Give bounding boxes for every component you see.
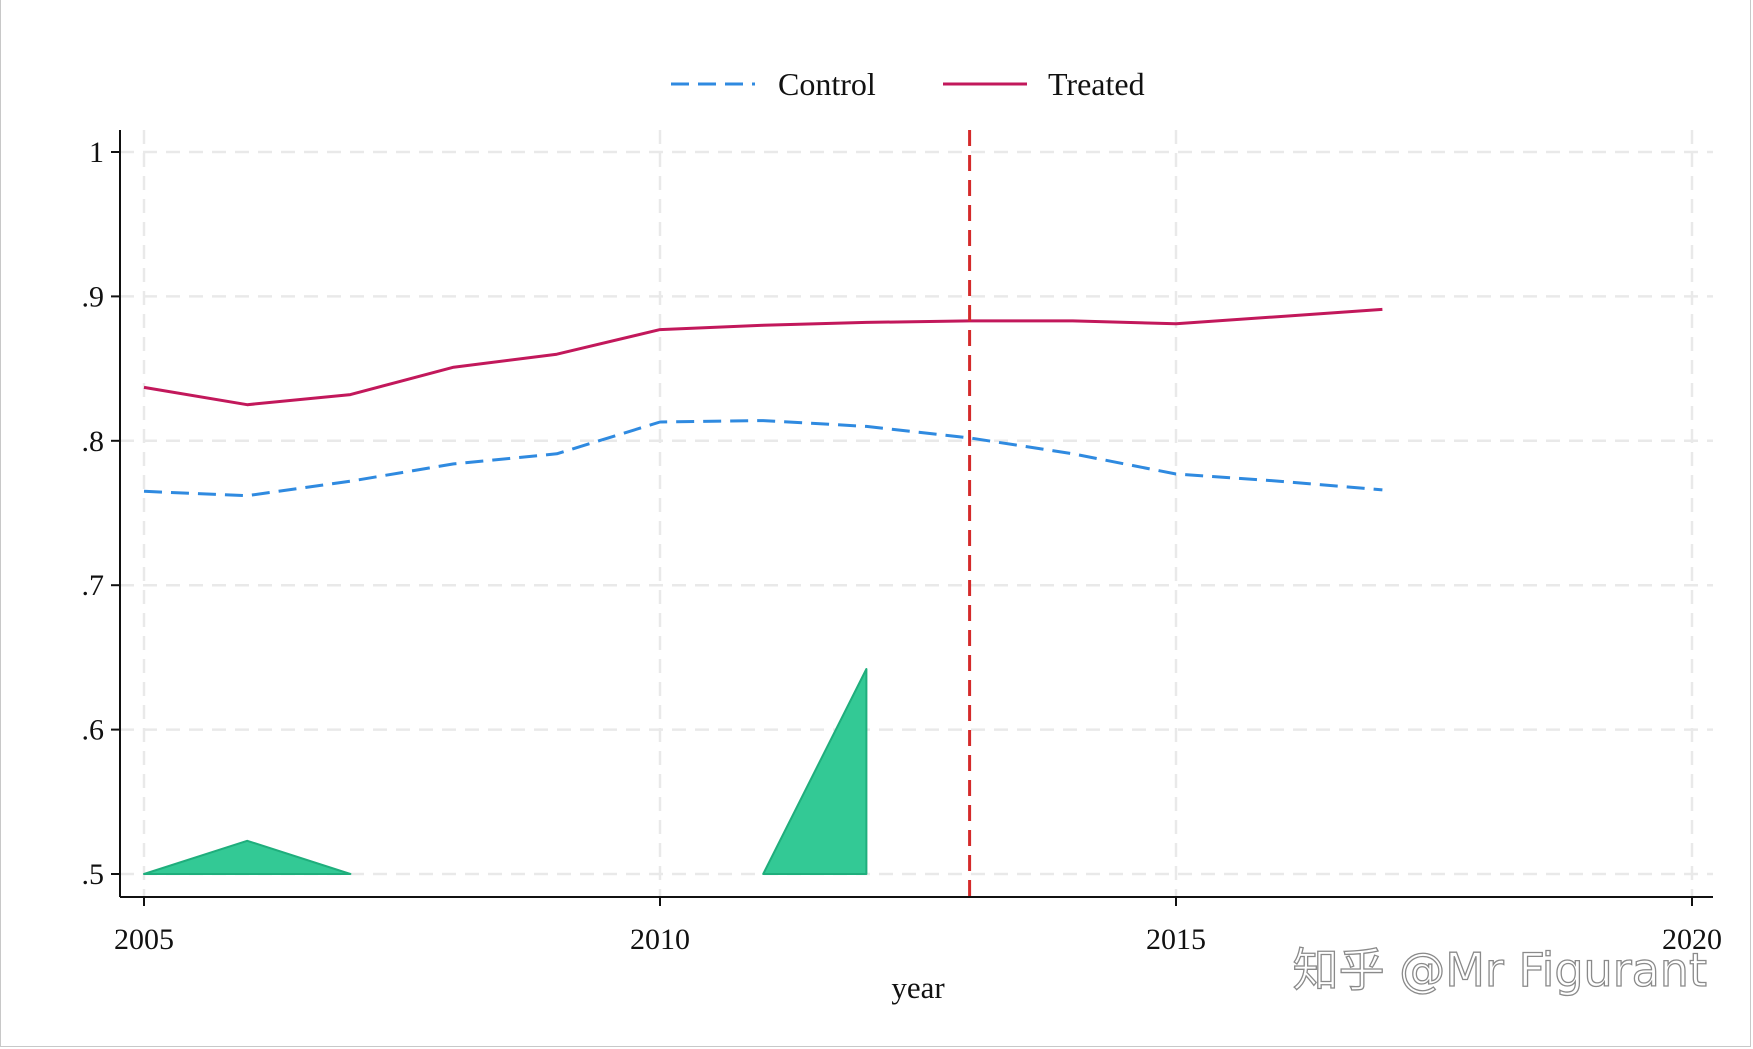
legend: Control Treated: [671, 66, 1145, 102]
y-tick-label: .5: [82, 858, 105, 891]
y-tick-label: .6: [82, 714, 105, 747]
legend-label-control: Control: [778, 66, 876, 102]
x-tick-label: 2020: [1662, 923, 1722, 956]
tick-labels: .5 .6 .7 .8 .9 1 2005 2010 2015 2020: [82, 136, 1723, 956]
watermark-text: 知乎 @Mr Figurant: [1293, 943, 1707, 997]
x-tick-label: 2005: [114, 923, 174, 956]
series-line-treated: [143, 307, 1383, 407]
y-tick-label: .7: [82, 569, 105, 602]
legend-label-treated: Treated: [1048, 66, 1145, 102]
axes: [111, 130, 1713, 906]
y-tick-label: 1: [89, 136, 104, 169]
x-axis-title: year: [891, 970, 945, 1005]
y-tick-label: .8: [82, 425, 105, 458]
area-1: [143, 839, 352, 875]
series-lines: [143, 307, 1383, 498]
areas: [143, 668, 868, 875]
area-2: [762, 668, 868, 875]
y-tick-label: .9: [82, 280, 105, 313]
series-line-control: [143, 419, 1383, 498]
x-tick-label: 2015: [1146, 923, 1206, 956]
x-tick-label: 2010: [630, 923, 690, 956]
grid: [120, 130, 1713, 897]
